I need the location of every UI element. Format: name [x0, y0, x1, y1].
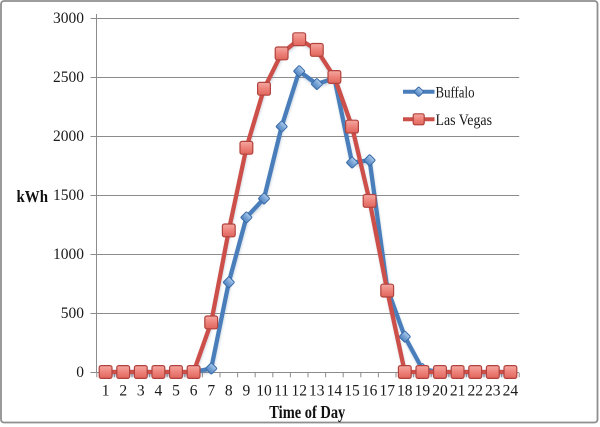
svg-text:12: 12 [291, 383, 307, 400]
svg-text:0: 0 [76, 364, 84, 381]
svg-text:3000: 3000 [53, 10, 84, 27]
svg-text:9: 9 [243, 383, 251, 400]
svg-text:20: 20 [432, 383, 448, 400]
svg-text:1500: 1500 [53, 187, 84, 204]
svg-text:3: 3 [137, 383, 145, 400]
svg-text:7: 7 [207, 383, 215, 400]
svg-text:24: 24 [503, 383, 519, 400]
svg-text:5: 5 [172, 383, 180, 400]
svg-text:17: 17 [379, 383, 395, 400]
svg-text:2500: 2500 [53, 69, 84, 86]
svg-text:1: 1 [102, 383, 110, 400]
svg-text:8: 8 [225, 383, 233, 400]
svg-text:21: 21 [450, 383, 466, 400]
svg-text:1000: 1000 [53, 246, 84, 263]
svg-text:Las Vegas: Las Vegas [436, 112, 493, 129]
svg-text:19: 19 [415, 383, 431, 400]
svg-text:2000: 2000 [53, 128, 84, 145]
svg-text:4: 4 [155, 383, 163, 400]
svg-text:18: 18 [397, 383, 413, 400]
svg-text:500: 500 [61, 305, 85, 322]
svg-text:23: 23 [485, 383, 501, 400]
svg-text:6: 6 [190, 383, 198, 400]
svg-text:13: 13 [309, 383, 325, 400]
svg-text:22: 22 [467, 383, 483, 400]
svg-text:10: 10 [256, 383, 272, 400]
svg-text:15: 15 [344, 383, 360, 400]
svg-text:Time of Day: Time of Day [269, 402, 345, 422]
svg-text:Buffalo: Buffalo [436, 85, 475, 102]
svg-text:2: 2 [119, 383, 127, 400]
svg-text:kWh: kWh [17, 187, 49, 206]
svg-text:14: 14 [327, 383, 343, 400]
svg-text:11: 11 [274, 383, 289, 400]
svg-text:16: 16 [362, 383, 378, 400]
